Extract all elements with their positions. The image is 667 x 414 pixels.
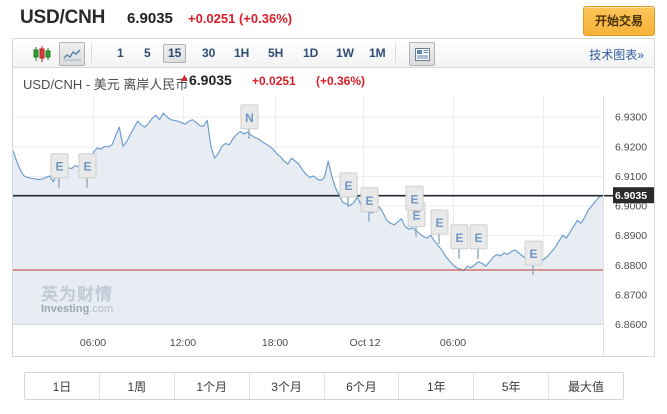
svg-text:E: E <box>55 160 63 174</box>
technical-charts-label: 技术图表 <box>589 48 638 62</box>
svg-text:E: E <box>474 231 482 245</box>
chevron-right-icon: » <box>637 48 644 62</box>
start-trading-button[interactable]: 开始交易 <box>582 6 655 36</box>
range-6mo[interactable]: 6个月 <box>325 373 400 399</box>
x-axis-label: 06:00 <box>80 337 106 349</box>
chart-change: +0.0251 <box>252 74 296 88</box>
range-1d[interactable]: 1日 <box>25 373 100 399</box>
y-axis-label: 6.8900 <box>615 230 647 242</box>
svg-text:E: E <box>365 194 373 208</box>
chart-plot-area[interactable]: E E N E E E E E E E E 6.9300 6.9200 6.9100 6.9000 6.890… <box>13 96 655 357</box>
interval-5[interactable]: 5 <box>144 46 151 60</box>
x-axis-label: 06:00 <box>440 337 466 349</box>
range-1w[interactable]: 1周 <box>100 373 175 399</box>
interval-1[interactable]: 1 <box>117 46 124 60</box>
svg-text:E: E <box>412 209 420 223</box>
event-marker[interactable]: E <box>450 224 469 259</box>
interval-5h[interactable]: 5H <box>268 46 284 60</box>
range-3mo[interactable]: 3个月 <box>250 373 325 399</box>
interval-1h[interactable]: 1H <box>234 46 250 60</box>
chart-container: USD/CNH - 美元 离岸人民币 ▲ 6.9035 +0.0251 (+0.… <box>12 68 655 357</box>
y-axis-label: 6.9000 <box>615 201 647 213</box>
panel-layout-icon[interactable] <box>409 42 435 66</box>
svg-text:N: N <box>245 111 254 125</box>
event-marker[interactable]: E <box>78 153 97 188</box>
chart-change-percent: (+0.36%) <box>316 74 366 88</box>
svg-text:E: E <box>455 231 463 245</box>
candlestick-icon[interactable] <box>29 42 55 66</box>
event-marker[interactable]: E <box>469 224 488 259</box>
chart-price: 6.9035 <box>189 72 232 88</box>
y-axis-label: 6.8700 <box>615 289 647 301</box>
technical-charts-link[interactable]: 技术图表» <box>589 46 644 63</box>
interval-15[interactable]: 15 <box>163 44 187 63</box>
interval-1m[interactable]: 1M <box>369 46 386 60</box>
event-marker[interactable]: E <box>430 209 449 244</box>
y-axis-label: 6.8600 <box>615 319 647 331</box>
interval-1d[interactable]: 1D <box>303 46 319 60</box>
event-marker[interactable]: E <box>50 153 69 188</box>
svg-text:E: E <box>410 192 418 206</box>
page-title: USD/CNH <box>20 7 106 28</box>
y-axis-label: 6.8800 <box>615 260 647 272</box>
event-marker[interactable]: E <box>524 240 543 276</box>
svg-text:E: E <box>529 247 537 261</box>
x-axis-label: Oct 12 <box>350 337 381 349</box>
chart-instrument-name: USD/CNH - 美元 离岸人民币 <box>23 77 189 92</box>
x-axis-label: 18:00 <box>262 337 288 349</box>
interval-30[interactable]: 30 <box>202 46 216 60</box>
svg-text:E: E <box>83 160 91 174</box>
current-price-badge: 6.9035 <box>615 190 647 202</box>
event-marker[interactable]: E <box>405 185 424 221</box>
header-last-price: 6.9035 <box>127 10 173 27</box>
x-axis-label: 12:00 <box>170 337 196 349</box>
svg-text:E: E <box>344 179 352 193</box>
header-change: +0.0251 (+0.36%) <box>188 11 293 26</box>
interval-1w[interactable]: 1W <box>336 46 354 60</box>
range-max[interactable]: 最大值 <box>568 379 605 394</box>
toolbar-divider <box>91 43 92 64</box>
svg-text:E: E <box>435 216 443 230</box>
event-marker[interactable]: E <box>360 187 379 222</box>
event-marker[interactable]: E <box>339 172 358 207</box>
chart-header: USD/CNH - 美元 离岸人民币 ▲ 6.9035 +0.0251 (+0.… <box>13 68 654 96</box>
page-header: USD/CNH 6.9035 +0.0251 (+0.36%) 开始交易 <box>0 0 667 38</box>
event-marker[interactable]: N <box>240 104 259 139</box>
range-1mo[interactable]: 1个月 <box>175 373 250 399</box>
up-arrow-icon: ▲ <box>179 72 190 84</box>
range-1y[interactable]: 1年 <box>399 373 475 399</box>
line-chart-icon[interactable] <box>59 42 85 66</box>
y-axis-label: 6.9200 <box>615 141 647 153</box>
range-5y[interactable]: 5年 <box>474 373 550 399</box>
y-axis-label: 6.9300 <box>615 112 647 124</box>
chart-toolbar: 1 5 15 30 1H 5H 1D 1W 1M 技术图表» <box>12 38 655 68</box>
toolbar-divider-2 <box>395 43 396 64</box>
range-selector: 1日 1周 1个月 3个月 6个月 1年 5年 最大值 <box>24 372 624 400</box>
y-axis-label: 6.9100 <box>615 171 647 183</box>
